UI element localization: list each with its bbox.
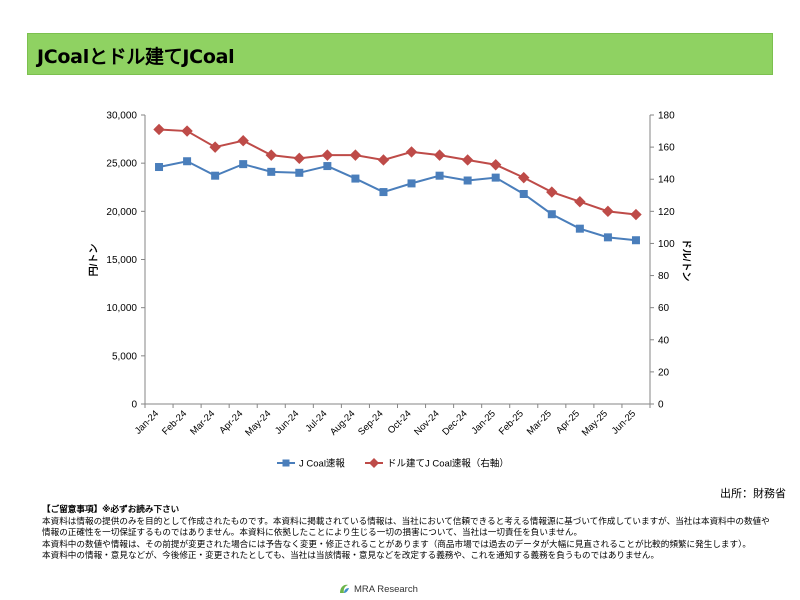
data-point-diamond <box>153 123 165 136</box>
data-point-square <box>547 210 556 219</box>
left-tick-label: 5,000 <box>112 351 137 362</box>
data-point-diamond <box>489 159 502 171</box>
data-point-diamond <box>209 141 221 153</box>
logo-text: MRA Research <box>354 583 418 595</box>
x-tick-label: Sep-24 <box>356 408 385 437</box>
right-tick-label: 180 <box>658 111 675 122</box>
data-point-square <box>211 171 220 180</box>
left-tick-label: 25,000 <box>106 159 137 170</box>
data-point-square <box>183 157 192 166</box>
source-note: 出所：財務省 <box>720 487 786 500</box>
data-point-diamond <box>518 171 530 184</box>
data-point-diamond <box>377 154 390 166</box>
data-point-square <box>491 173 500 182</box>
data-point-diamond <box>293 152 306 165</box>
right-tick-label: 100 <box>658 239 675 250</box>
data-point-square <box>435 171 444 180</box>
right-tick-label: 20 <box>658 367 670 378</box>
x-tick-label: Jun-25 <box>610 408 638 436</box>
data-point-square <box>519 189 528 198</box>
right-axis-title: ドル/トン <box>680 239 692 282</box>
data-point-diamond <box>546 186 558 198</box>
data-point-square <box>155 163 164 172</box>
right-tick-label: 140 <box>658 175 675 186</box>
data-point-diamond <box>265 149 277 161</box>
notes-line: 本資料中の数値や情報は、その前提が変更された場合には予告なく変更・修正されること… <box>42 539 751 550</box>
data-point-square <box>239 160 248 169</box>
data-point-square <box>323 162 332 171</box>
data-point-square <box>407 179 416 188</box>
left-tick-label: 30,000 <box>106 111 137 122</box>
data-point-square <box>603 233 612 242</box>
x-tick-label: Mar-25 <box>525 408 554 437</box>
x-tick-label: Mar-24 <box>188 408 217 437</box>
dual-axis-line-chart: 0 5,000 10,000 15,000 20,000 25,000 30,000 0 20 4… <box>88 111 692 470</box>
series-line-2 <box>158 128 637 216</box>
left-tick-label: 10,000 <box>106 303 137 314</box>
x-tick-label: Jan-25 <box>469 408 497 436</box>
x-tick-label: Apr-24 <box>217 408 245 436</box>
legend-label: J Coal速報 <box>299 459 345 470</box>
company-logo: MRA Research <box>338 581 418 597</box>
left-tick-label: 0 <box>131 400 137 411</box>
right-tick-label: 120 <box>658 207 675 218</box>
logo-mark-icon <box>340 584 349 593</box>
x-tick-label: May-25 <box>580 408 610 438</box>
data-point-diamond <box>574 195 586 208</box>
x-tick-label: May-24 <box>243 408 273 438</box>
data-point-diamond <box>461 154 474 166</box>
x-tick-label: Apr-25 <box>554 408 582 436</box>
x-tick-label: Jul-24 <box>303 408 329 434</box>
data-point-diamond <box>433 149 446 161</box>
x-tick-label: Jun-24 <box>273 408 301 436</box>
right-tick-label: 80 <box>658 271 670 282</box>
title-bar: JCoalとドル建てJCoal <box>27 33 773 75</box>
x-tick-label: Feb-25 <box>497 408 526 437</box>
disclaimer-notes: 【ご留意事項】※必ずお読み下さい 本資料は情報の提供のみを目的として作成されたも… <box>42 505 772 563</box>
data-point-square <box>267 167 276 176</box>
data-point-diamond <box>237 134 249 147</box>
x-tick-label: Jan-24 <box>133 408 161 436</box>
series-line-1 <box>158 160 637 242</box>
right-tick-label: 40 <box>658 335 670 346</box>
data-point-square <box>295 168 304 177</box>
left-axis-title: 円/トン <box>88 244 100 277</box>
x-tick-label: Dec-24 <box>440 408 469 437</box>
notes-heading: 【ご留意事項】※必ずお読み下さい <box>42 505 180 515</box>
data-point-diamond <box>181 125 193 137</box>
left-tick-label: 15,000 <box>106 255 137 266</box>
x-tick-label: Feb-24 <box>160 408 189 437</box>
left-tick-label: 20,000 <box>106 207 137 218</box>
legend-marker-diamond <box>369 458 379 468</box>
notes-line: 本資料は情報の提供のみを目的として作成されたものです。本資料に掲載されている情報… <box>42 516 770 539</box>
right-tick-label: 0 <box>658 400 664 411</box>
data-point-square <box>631 236 640 245</box>
right-tick-label: 160 <box>658 143 675 154</box>
data-point-square <box>575 224 584 233</box>
data-point-diamond <box>602 205 614 218</box>
data-point-diamond <box>321 149 334 161</box>
notes-line: 本資料中の情報・意見などが、今後修正・変更されたとしても、当社は当該情報・意見な… <box>42 551 660 561</box>
x-tick-label: Oct-24 <box>386 408 414 436</box>
legend-label: ドル建てJ Coal速報（右軸） <box>387 458 509 470</box>
data-point-diamond <box>630 208 642 221</box>
data-point-square <box>351 174 360 183</box>
page-title: JCoalとドル建てJCoal <box>37 46 235 68</box>
x-tick-label: Aug-24 <box>328 408 357 437</box>
data-point-diamond <box>405 146 418 158</box>
data-point-square <box>463 176 472 185</box>
right-tick-label: 60 <box>658 303 670 314</box>
data-point-diamond <box>349 149 362 161</box>
legend-marker-square <box>282 459 290 467</box>
data-point-square <box>379 188 388 197</box>
x-tick-label: Nov-24 <box>412 408 441 437</box>
